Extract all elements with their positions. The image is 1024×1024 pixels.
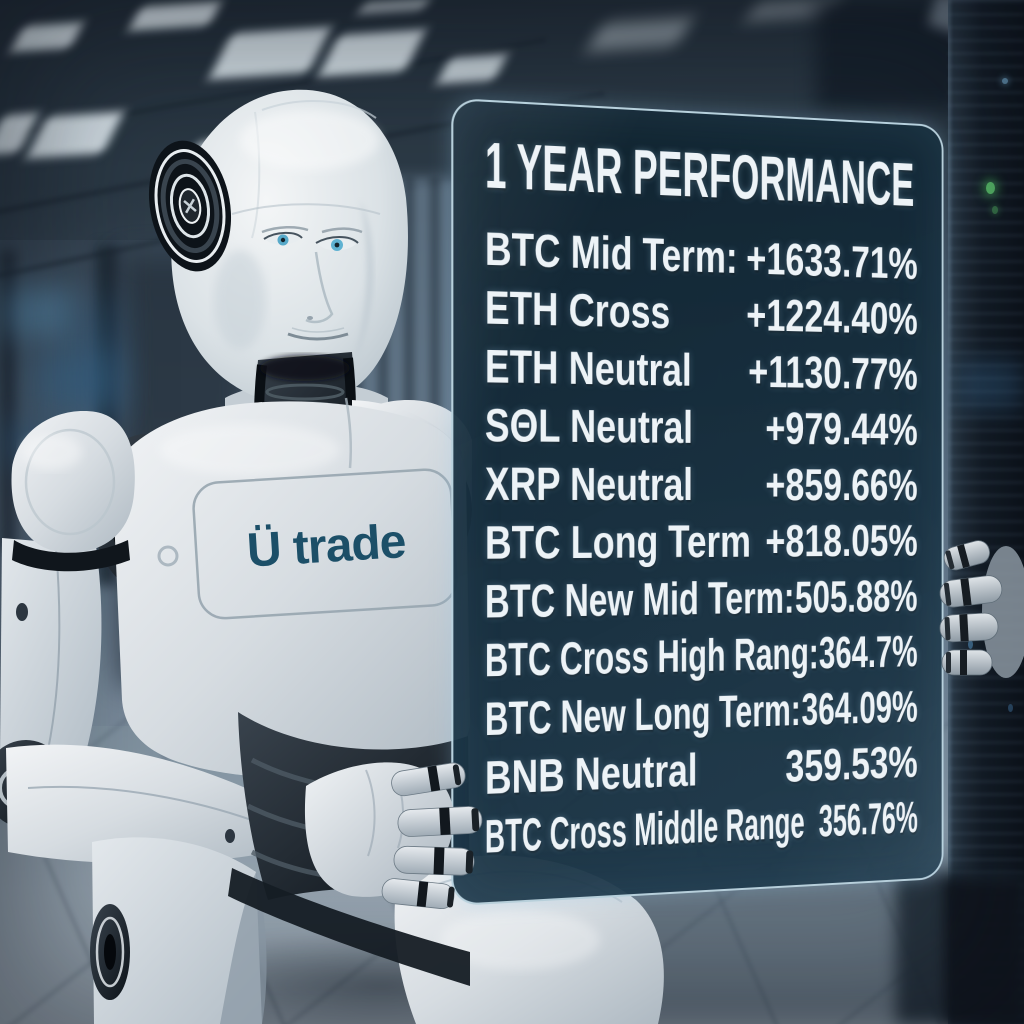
performance-row: BTC New Mid Term: 505.88% (485, 568, 918, 631)
row-value: 364.7% (818, 625, 918, 678)
server-rack (948, 0, 1024, 1024)
row-value: +979.44% (765, 402, 918, 454)
row-label: BTC Long Term (484, 515, 751, 569)
led-blue (1008, 704, 1013, 712)
row-value: 359.53% (785, 736, 918, 792)
row-label: ETH Neutral (484, 339, 692, 396)
row-value: +1130.77% (748, 345, 918, 399)
robot-shoulder-pad (11, 411, 135, 553)
row-value: +818.05% (765, 515, 918, 566)
row-value: +1633.71% (746, 232, 918, 289)
performance-row: BTC Long Term +818.05% (485, 513, 918, 572)
row-label: BTC New Long Term: (484, 684, 801, 745)
performance-panel: 1 YEAR PERFORMANCE BTC Mid Term: +1633.71… (451, 97, 944, 907)
led-blue (968, 640, 973, 649)
robot-forearm (6, 744, 296, 864)
row-label: XRP Neutral (484, 457, 694, 510)
robot-ear-disc (148, 140, 232, 272)
server-rack-slats (948, 0, 1024, 1024)
performance-panel-content: 1 YEAR PERFORMANCE BTC Mid Term: +1633.71… (485, 129, 918, 867)
row-value: 505.88% (794, 570, 918, 622)
row-label: SΘL Neutral (484, 398, 693, 453)
robot-nose (305, 251, 334, 324)
row-label: BTC Cross Middle Range (484, 796, 805, 863)
led-green (986, 182, 995, 194)
robot-eye-right (315, 236, 359, 251)
panel-title: 1 YEAR PERFORMANCE (484, 129, 915, 220)
rack-base (944, 880, 1024, 1024)
row-label: BTC New Mid Term: (484, 571, 795, 628)
row-value: +1224.40% (746, 288, 918, 344)
led-blue (1002, 78, 1008, 84)
server-glow (70, 300, 120, 420)
server-glow (960, 360, 1024, 410)
row-label: ETH Cross (484, 280, 671, 338)
robot-head (171, 89, 408, 406)
row-value: 364.09% (801, 680, 918, 735)
performance-row: ETH Neutral +1130.77% (485, 337, 918, 402)
led-green (992, 206, 998, 214)
row-value: 356.76% (818, 791, 918, 846)
row-label: BNB Neutral (484, 743, 698, 804)
robot-chest: Ü trade (112, 397, 470, 779)
robot-waist-strap (228, 868, 470, 986)
row-value: +859.66% (765, 458, 918, 510)
server-glow (30, 350, 120, 410)
row-label: BTC Cross High Rang: (484, 627, 819, 687)
robot-eye-left (263, 231, 303, 246)
robot-chest-logo-plate: Ü trade (192, 468, 458, 620)
performance-row: XRP Neutral +859.66% (485, 455, 918, 514)
robot-face (261, 226, 363, 341)
performance-row: SΘL Neutral +979.44% (485, 396, 918, 458)
chest-logo-text: Ü trade (245, 515, 407, 578)
row-label: BTC Mid Term: (484, 221, 738, 283)
robot-mouth (287, 332, 349, 341)
server-glow (2, 288, 72, 338)
